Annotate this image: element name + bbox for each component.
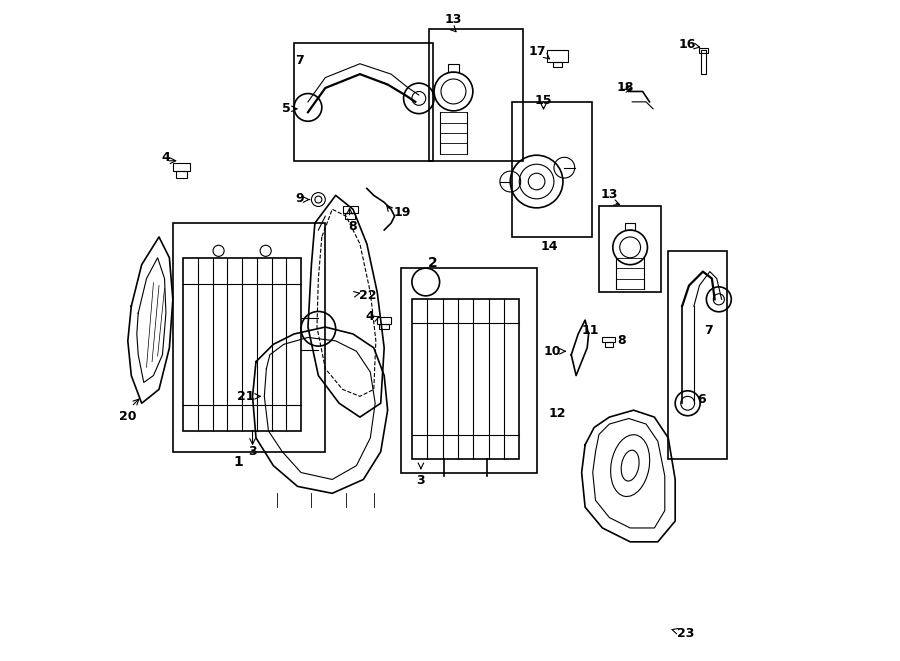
- Text: 22: 22: [358, 290, 376, 302]
- Text: 8: 8: [617, 334, 626, 348]
- Text: 4: 4: [365, 310, 374, 323]
- Bar: [626, 223, 635, 230]
- Bar: [669, 251, 727, 459]
- Bar: [412, 299, 519, 459]
- Bar: [429, 29, 523, 161]
- Text: 15: 15: [535, 94, 553, 106]
- Bar: [605, 342, 613, 347]
- Text: 9: 9: [296, 192, 304, 205]
- Text: 13: 13: [600, 188, 618, 201]
- Bar: [379, 324, 389, 329]
- Bar: [701, 50, 706, 74]
- Text: 11: 11: [581, 324, 599, 337]
- Text: 6: 6: [698, 393, 706, 406]
- Bar: [377, 317, 392, 324]
- Text: 18: 18: [616, 81, 634, 95]
- Text: 3: 3: [248, 445, 256, 458]
- Bar: [553, 62, 562, 67]
- Bar: [547, 50, 568, 62]
- Bar: [512, 102, 592, 237]
- Bar: [698, 48, 708, 54]
- Bar: [343, 206, 358, 213]
- Text: 19: 19: [393, 206, 410, 219]
- Text: 16: 16: [679, 38, 696, 51]
- Bar: [294, 43, 433, 161]
- Text: 3: 3: [417, 474, 425, 487]
- Bar: [346, 213, 356, 219]
- Text: 4: 4: [162, 151, 170, 164]
- Bar: [176, 171, 186, 178]
- Bar: [448, 63, 459, 72]
- Text: 2: 2: [428, 256, 437, 270]
- Text: 20: 20: [119, 410, 137, 423]
- Text: 10: 10: [544, 345, 561, 358]
- Bar: [401, 268, 536, 473]
- Text: 5: 5: [282, 102, 291, 115]
- Text: 23: 23: [678, 627, 695, 640]
- Bar: [173, 163, 190, 171]
- Text: 17: 17: [528, 45, 545, 58]
- Text: 21: 21: [237, 390, 255, 403]
- Text: 7: 7: [295, 54, 304, 67]
- Text: 7: 7: [704, 324, 713, 337]
- Bar: [184, 258, 301, 431]
- Bar: [173, 223, 325, 451]
- Bar: [602, 336, 615, 342]
- Text: 13: 13: [445, 13, 463, 26]
- Text: 14: 14: [540, 240, 558, 253]
- Text: 1: 1: [234, 455, 244, 469]
- Text: 8: 8: [348, 219, 357, 233]
- Text: 12: 12: [549, 407, 566, 420]
- Bar: [599, 206, 661, 292]
